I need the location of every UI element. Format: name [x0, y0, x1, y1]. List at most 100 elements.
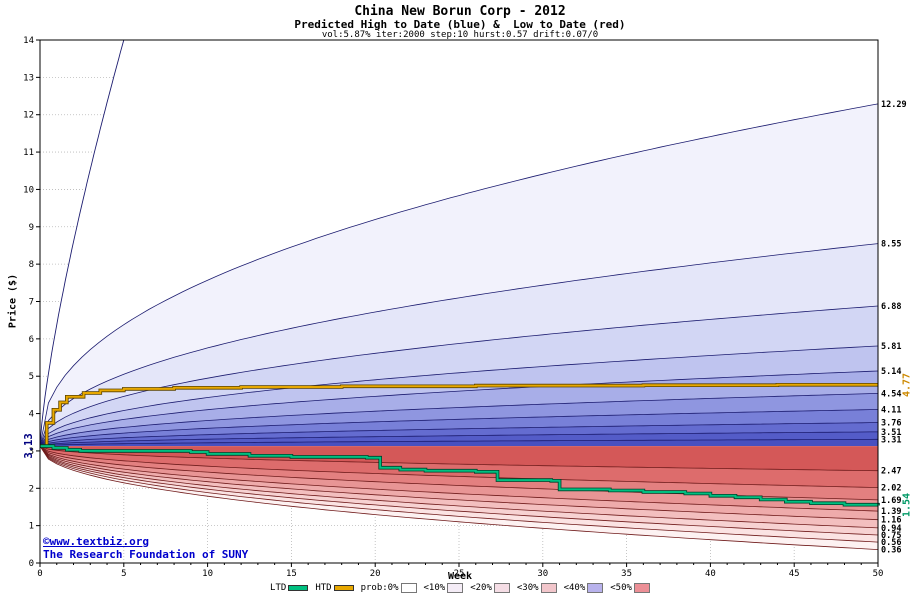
contour-line-high-8 — [39, 431, 878, 447]
prob-band-high-4 — [40, 346, 878, 447]
x-tick-label: 25 — [454, 569, 465, 579]
contour-value-label: 0.75 — [881, 531, 901, 541]
chart-subtitle: Predicted High to Date (blue) & Low to D… — [294, 18, 626, 31]
legend-ltd-label: LTD — [270, 583, 287, 593]
prob-band-low-7 — [40, 446, 878, 543]
legend-lt10-swatch — [447, 583, 464, 593]
prob-band-high-2 — [40, 243, 878, 447]
x-tick-label: 45 — [789, 569, 800, 579]
prob-band-low-8 — [40, 446, 878, 550]
contour-line-high-5 — [39, 393, 879, 447]
contour-line-high-7 — [39, 422, 879, 447]
legend-lt20-swatch — [493, 583, 510, 593]
legend-lt50-swatch — [633, 583, 650, 593]
y-tick-label: 11 — [23, 148, 34, 158]
prob-band-low-5 — [40, 446, 878, 528]
contour-value-label: 0.94 — [881, 524, 901, 534]
y-tick-label: 7 — [29, 298, 34, 308]
htd-line — [40, 383, 878, 448]
legend: LTD HTD prob:0% <10% <20% <30% <40% <50 — [0, 583, 920, 593]
y-tick-label: 5 — [29, 372, 34, 382]
prob-band-high-1 — [40, 103, 878, 447]
contour-line-low-3 — [39, 445, 879, 512]
chart-parameters: vol:5.87% iter:2000 step:10 hurst:0.57 d… — [321, 30, 599, 40]
prob-band-high-5 — [40, 371, 878, 447]
contour-line-low-1 — [39, 445, 879, 488]
x-axis-title: Week — [447, 571, 473, 582]
prob-band-high-10 — [40, 439, 878, 447]
contour-line-low-5 — [39, 445, 879, 529]
contour-value-label: 6.88 — [881, 302, 901, 312]
prob-band-low-2 — [40, 446, 878, 500]
legend-lt40-swatch — [587, 583, 604, 593]
prob-band-high-0 — [40, 40, 878, 447]
y-tick-label: 10 — [23, 185, 34, 195]
y-tick-label: 1 — [29, 522, 34, 532]
contour-value-label: 1.16 — [881, 516, 901, 526]
contour-line-high-0 — [39, 103, 879, 447]
y-tick-label: 13 — [23, 73, 34, 83]
x-tick-label: 50 — [873, 569, 884, 579]
y-tick-label: 3 — [29, 447, 34, 457]
contour-value-label: 8.55 — [881, 240, 901, 250]
x-tick-label: 35 — [621, 569, 632, 579]
y-tick-label: 6 — [29, 335, 34, 345]
y-tick-label: 4 — [29, 410, 34, 420]
legend-ltd-swatch — [288, 585, 309, 591]
contour-line-high-3 — [39, 345, 879, 447]
legend-item-htd: HTD — [315, 583, 354, 593]
legend-prob0-label: prob:0% — [360, 583, 399, 593]
x-tick-label: 15 — [286, 569, 297, 579]
prob-band-high-7 — [40, 409, 878, 447]
contour-value-label: 4.54 — [881, 389, 901, 399]
y-tick-label: 2 — [29, 484, 34, 494]
contour-value-label: 3.76 — [881, 419, 901, 429]
prob-band-low-4 — [40, 446, 878, 520]
legend-item-ltd: LTD — [270, 583, 309, 593]
contour-value-label: 3.51 — [881, 428, 901, 438]
legend-item-lt30: <30% — [517, 583, 557, 593]
legend-lt20-label: <20% — [470, 583, 492, 593]
legend-item-lt20: <20% — [470, 583, 510, 593]
ltd-line — [40, 445, 879, 506]
x-tick-label: 20 — [370, 569, 381, 579]
x-tick-label: 30 — [537, 569, 548, 579]
contour-line-high-1 — [39, 243, 879, 447]
contour-line-high-envelope — [39, 39, 125, 447]
contour-value-label: 0.56 — [881, 538, 901, 548]
legend-lt40-label: <40% — [563, 583, 586, 593]
contour-value-label: 4.11 — [881, 405, 901, 415]
contour-value-label: 1.69 — [881, 496, 901, 506]
prob-band-low-1 — [40, 446, 878, 488]
legend-htd-swatch — [333, 585, 354, 591]
contour-line-high-6 — [39, 409, 879, 447]
prob-band-low-6 — [40, 446, 878, 535]
contour-value-label: 12.29 — [881, 100, 907, 110]
legend-item-prob0: prob:0% — [361, 583, 417, 593]
watermark-org: The Research Foundation of SUNY — [43, 548, 249, 561]
contour-value-label: 2.02 — [881, 484, 901, 494]
prob-band-high-9 — [40, 431, 878, 447]
contour-value-label: 5.81 — [881, 342, 901, 352]
y-tick-label: 9 — [29, 223, 34, 233]
prob-band-high-6 — [40, 393, 878, 447]
legend-item-lt40: <40% — [564, 583, 604, 593]
contour-line-low-4 — [39, 445, 879, 521]
contour-value-label: 2.47 — [881, 467, 901, 477]
x-tick-label: 0 — [37, 569, 42, 579]
legend-lt30-swatch — [540, 583, 557, 593]
legend-lt10-label: <10% — [423, 583, 446, 593]
contour-line-high-9 — [39, 438, 879, 447]
legend-lt50-label: <50% — [610, 583, 632, 593]
htd-final-value-label: 4.77 — [901, 372, 913, 398]
contour-line-low-8 — [39, 445, 879, 550]
x-tick-label: 40 — [705, 569, 716, 579]
start-price-label: 3.13 — [23, 433, 35, 459]
y-axis-title: Price ($) — [7, 273, 19, 329]
x-tick-label: 5 — [121, 569, 126, 579]
legend-htd-label: HTD — [315, 583, 332, 593]
legend-item-lt50: <50% — [610, 583, 650, 593]
watermark-link[interactable]: ©www.textbiz.org — [43, 535, 149, 548]
ltd-final-value-label: 1.54 — [901, 492, 913, 518]
